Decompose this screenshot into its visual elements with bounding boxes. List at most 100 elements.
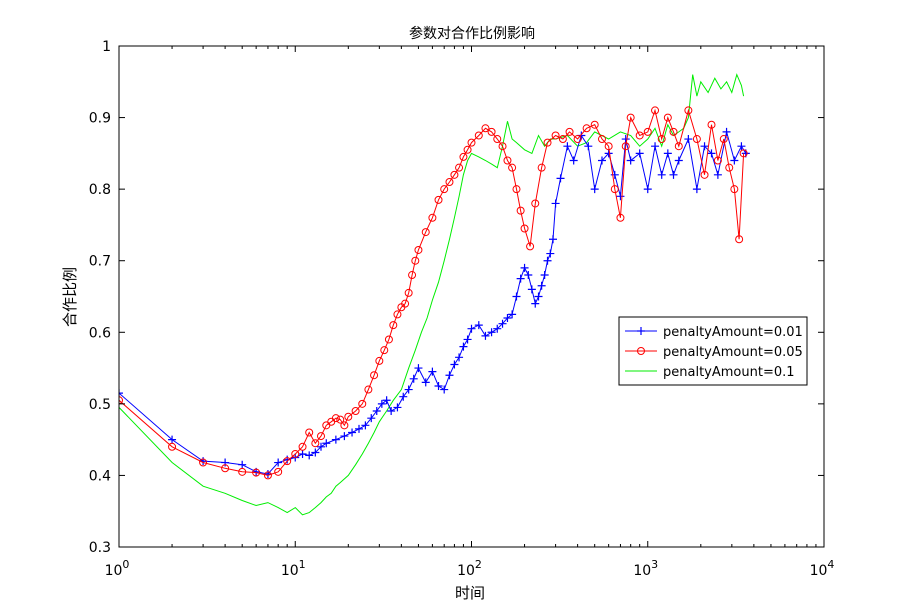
data-point <box>355 424 364 433</box>
y-tick-label: 0.4 <box>89 468 111 484</box>
data-point <box>737 142 746 151</box>
data-point <box>565 127 574 136</box>
data-point <box>387 407 396 416</box>
data-point <box>725 163 734 172</box>
data-point <box>322 439 331 448</box>
data-point <box>597 135 606 144</box>
data-point <box>421 228 430 237</box>
data-point <box>274 467 283 476</box>
data-point <box>558 135 567 144</box>
data-point <box>351 407 360 416</box>
data-point <box>719 135 728 144</box>
data-point <box>252 468 261 477</box>
x-tick-label: 100 <box>105 558 130 579</box>
data-point <box>604 142 613 151</box>
y-tick-label: 1 <box>102 39 111 55</box>
data-point <box>551 199 560 208</box>
data-point <box>459 342 468 351</box>
data-point <box>692 135 701 144</box>
data-point <box>537 163 546 172</box>
data-point <box>573 135 582 144</box>
x-tick-label: 102 <box>457 558 482 579</box>
data-point <box>503 156 512 165</box>
y-tick-label: 0.6 <box>89 325 111 341</box>
data-point <box>393 403 402 412</box>
data-point <box>455 163 464 172</box>
data-point <box>604 149 613 158</box>
data-point <box>119 396 123 405</box>
data-point <box>411 256 420 265</box>
data-point <box>643 127 652 136</box>
y-axis-label: 合作比例 <box>61 267 79 327</box>
data-point <box>527 285 536 294</box>
data-point <box>372 407 381 416</box>
data-point <box>389 321 398 330</box>
data-point <box>498 319 507 328</box>
data-point <box>651 142 660 151</box>
data-point <box>657 170 666 179</box>
data-point <box>707 149 716 158</box>
data-point <box>291 449 300 458</box>
data-point <box>414 364 423 373</box>
data-point <box>651 106 660 115</box>
data-point <box>393 310 402 319</box>
data-point <box>283 455 292 464</box>
data-point <box>516 274 525 283</box>
legend-entry: penaltyAmount=0.05 <box>663 345 803 360</box>
data-point <box>467 324 476 333</box>
data-point <box>474 131 483 140</box>
data-point <box>445 177 454 186</box>
data-point <box>298 442 307 451</box>
data-point <box>455 353 464 362</box>
data-point <box>643 185 652 194</box>
data-point <box>450 360 459 369</box>
data-point <box>597 156 606 165</box>
data-point <box>700 142 709 151</box>
data-point <box>434 381 443 390</box>
data-point <box>674 142 683 151</box>
data-point <box>626 113 635 122</box>
data-point <box>344 412 353 421</box>
data-point <box>283 457 292 466</box>
data-point <box>305 428 314 437</box>
data-point <box>669 170 678 179</box>
data-point <box>408 271 417 280</box>
data-point <box>401 299 410 308</box>
data-point <box>434 195 443 204</box>
data-point <box>551 131 560 140</box>
data-point <box>168 435 177 444</box>
data-point <box>463 335 472 344</box>
data-point <box>375 356 384 365</box>
y-tick-label: 0.3 <box>89 540 111 556</box>
data-point <box>508 310 517 319</box>
data-point <box>445 371 454 380</box>
data-point <box>384 335 393 344</box>
data-point <box>626 156 635 165</box>
data-point <box>531 199 540 208</box>
data-point <box>516 206 525 215</box>
data-point <box>540 271 549 280</box>
data-point <box>238 460 247 469</box>
data-point <box>657 135 666 144</box>
x-tick-label: 103 <box>633 558 658 579</box>
data-point <box>364 385 373 394</box>
data-point <box>735 235 744 244</box>
legend-entry: penaltyAmount=0.1 <box>663 365 795 380</box>
y-tick-label: 0.9 <box>89 111 111 127</box>
x-tick-label: 101 <box>281 558 306 579</box>
data-point <box>481 124 490 133</box>
data-point <box>440 185 449 194</box>
data-point <box>635 131 644 140</box>
data-point <box>428 367 437 376</box>
data-point <box>414 245 423 254</box>
data-point <box>546 249 555 258</box>
data-point <box>537 281 546 290</box>
data-point <box>367 414 376 423</box>
data-point <box>493 324 502 333</box>
data-point <box>305 451 314 460</box>
data-point <box>531 299 540 308</box>
x-axis-label: 时间 <box>455 584 485 602</box>
data-point <box>370 371 379 380</box>
data-point <box>512 292 521 301</box>
y-tick-label: 0.8 <box>89 182 111 198</box>
